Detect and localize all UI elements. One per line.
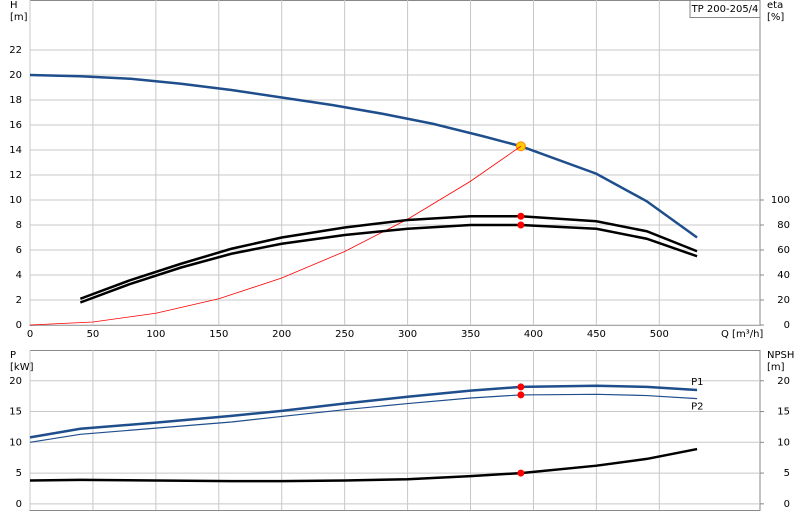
x-tick-label: 300 xyxy=(398,329,417,340)
y2-tick-label: 10 xyxy=(777,437,790,448)
series-label: P1 xyxy=(691,377,703,388)
operating-point xyxy=(517,221,525,229)
y-tick-label: 20 xyxy=(9,376,22,387)
y2-axis-label: eta xyxy=(767,0,783,11)
series-label: P2 xyxy=(691,402,703,413)
x-tick-label: 100 xyxy=(146,329,165,340)
x-tick-label: 50 xyxy=(87,329,100,340)
operating-point xyxy=(517,383,525,391)
y2-tick-label: 20 xyxy=(777,295,790,306)
y-tick-label: 6 xyxy=(16,245,22,256)
y-tick-label: 20 xyxy=(9,70,22,81)
y2-tick-label: 40 xyxy=(777,270,790,281)
y2-tick-label: 5 xyxy=(784,468,790,479)
plot-frame xyxy=(29,350,761,511)
x-tick-label: 200 xyxy=(272,329,291,340)
y2-tick-label: 80 xyxy=(777,220,790,231)
y-tick-label: 15 xyxy=(9,407,22,418)
y-tick-label: 12 xyxy=(9,170,22,181)
operating-point xyxy=(517,212,525,220)
y-tick-label: 5 xyxy=(16,468,22,479)
x-tick-label: 0 xyxy=(27,329,33,340)
data-line xyxy=(79,215,698,300)
x-tick-label: 450 xyxy=(587,329,606,340)
y-tick-label: 16 xyxy=(9,120,22,131)
x-tick-label: 250 xyxy=(335,329,354,340)
y2-axis-unit: [m] xyxy=(767,362,785,373)
y2-tick-label: 0 xyxy=(784,320,790,331)
operating-point xyxy=(517,469,525,477)
data-line xyxy=(29,384,698,439)
data-line xyxy=(29,73,698,239)
y-axis-label: H xyxy=(10,0,18,11)
operating-point xyxy=(517,391,525,399)
legend-title: TP 200-205/4 xyxy=(691,4,759,15)
legend-box xyxy=(689,0,761,18)
x-axis-label: Q [m³/h] xyxy=(721,329,763,340)
y-tick-label: 18 xyxy=(9,95,22,106)
y2-tick-label: 100 xyxy=(771,195,790,206)
y-tick-label: 4 xyxy=(16,270,22,281)
y-axis-unit: [kW] xyxy=(10,362,34,373)
y-tick-label: 22 xyxy=(9,45,22,56)
y2-axis-unit: [%] xyxy=(767,12,784,23)
x-tick-label: 400 xyxy=(524,329,543,340)
x-tick-label: 500 xyxy=(650,329,669,340)
y2-tick-label: 60 xyxy=(777,245,790,256)
y-tick-label: 8 xyxy=(16,220,22,231)
data-line xyxy=(79,223,698,304)
y2-tick-label: 15 xyxy=(777,407,790,418)
y-tick-label: 0 xyxy=(16,320,22,331)
data-line xyxy=(29,393,698,443)
y-tick-label: 2 xyxy=(16,295,22,306)
y2-tick-label: 20 xyxy=(777,376,790,387)
y-tick-label: 14 xyxy=(9,145,22,156)
y-tick-label: 10 xyxy=(9,437,22,448)
y-tick-label: 10 xyxy=(9,195,22,206)
data-line xyxy=(29,447,698,483)
data-line xyxy=(29,145,522,326)
y2-tick-label: 0 xyxy=(784,499,790,510)
y-axis-unit: [m] xyxy=(10,12,28,23)
y-tick-label: 0 xyxy=(16,499,22,510)
y-axis-label: P xyxy=(10,350,16,361)
y2-axis-label: NPSH xyxy=(767,350,794,361)
x-tick-label: 150 xyxy=(209,329,228,340)
x-tick-label: 350 xyxy=(461,329,480,340)
